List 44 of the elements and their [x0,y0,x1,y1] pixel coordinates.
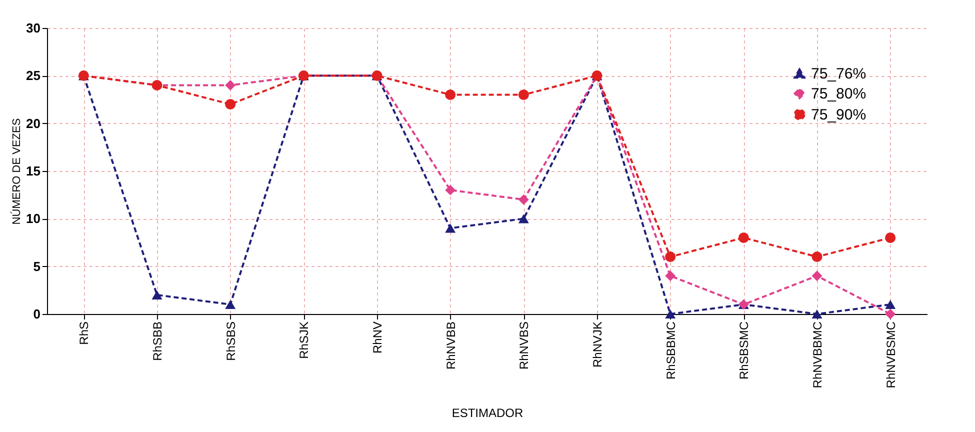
point [665,309,676,319]
y-tick-label: 20 [26,116,40,131]
point [665,252,676,262]
point [225,99,236,110]
legend-label: 75_80% [811,86,866,102]
point [152,290,162,300]
legend-label: 75_76% [811,66,866,82]
y-tick-label: 10 [26,211,40,226]
x-axis-title: ESTIMADOR [452,406,524,420]
y-tick-label: 15 [26,164,40,178]
x-tick-label: RhSBB [150,322,164,361]
point [445,90,456,100]
point [885,308,896,320]
x-tick-label: RhSBSMC [737,321,752,380]
x-tick-label: RhNVBSMC [884,321,898,388]
x-tick-label: RhNVBS [517,322,532,370]
y-tick-label: 0 [33,306,40,322]
x-tick-label: RhNVJK [590,322,604,368]
x-tick-label: RhNV [370,322,384,354]
point [518,194,529,205]
x-tick-label: RhSJK [297,322,312,359]
point [665,270,676,282]
x-tick-label: RhNVBB [444,322,458,370]
point [885,300,896,310]
legend-label: 75_90% [811,106,866,124]
point [518,90,529,100]
point [225,80,236,90]
y-tick-label: 25 [26,68,40,84]
point [738,232,749,243]
point [812,252,822,262]
y-axis-title: NÚMERO DE VEZES [10,118,24,225]
point [445,224,456,233]
point [445,184,456,196]
point [812,270,822,282]
point [225,300,236,310]
x-tick-label: RhNVBBMC [810,321,824,388]
point [812,309,822,319]
x-tick-label: RhS [77,322,92,345]
x-tick-label: RhSBBMC [664,321,678,380]
y-tick-label: 5 [33,258,40,274]
point [518,214,529,224]
y-tick-label: 30 [26,20,40,36]
point [885,232,896,243]
x-tick-label: RhSBS [224,322,238,361]
